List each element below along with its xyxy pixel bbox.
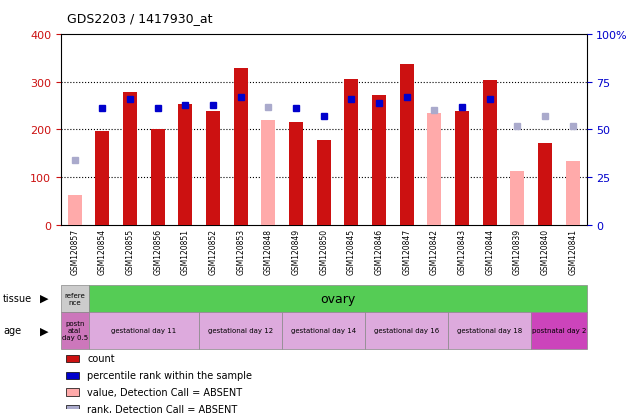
Bar <box>96 131 110 225</box>
Text: rank, Detection Call = ABSENT: rank, Detection Call = ABSENT <box>87 404 237 413</box>
Bar <box>372 95 386 225</box>
Text: postn
atal
day 0.5: postn atal day 0.5 <box>62 320 88 340</box>
Bar <box>566 162 579 225</box>
Bar <box>61 312 88 349</box>
Text: GSM120846: GSM120846 <box>374 228 383 274</box>
Text: ovary: ovary <box>320 292 355 305</box>
Bar <box>66 405 79 413</box>
Bar <box>455 112 469 225</box>
Bar <box>206 112 220 225</box>
Bar <box>344 80 358 225</box>
Text: GSM120852: GSM120852 <box>208 228 217 274</box>
Bar <box>483 81 497 225</box>
Bar <box>68 195 81 225</box>
Text: GSM120855: GSM120855 <box>126 228 135 274</box>
Bar <box>262 121 275 225</box>
Text: refere
nce: refere nce <box>64 292 85 305</box>
Text: GSM120848: GSM120848 <box>264 228 273 274</box>
Text: gestational day 18: gestational day 18 <box>457 328 522 333</box>
Bar <box>428 114 441 225</box>
Bar <box>282 312 365 349</box>
Text: GSM120843: GSM120843 <box>458 228 467 274</box>
Bar <box>66 372 79 379</box>
Bar <box>448 312 531 349</box>
Text: GSM120853: GSM120853 <box>237 228 246 274</box>
Bar <box>123 93 137 225</box>
Text: GSM120844: GSM120844 <box>485 228 494 274</box>
Text: GSM120842: GSM120842 <box>430 228 439 274</box>
Bar <box>400 64 413 225</box>
Text: ▶: ▶ <box>40 325 49 335</box>
Text: gestational day 11: gestational day 11 <box>112 328 176 333</box>
Bar <box>531 312 587 349</box>
Text: GSM120857: GSM120857 <box>71 228 79 274</box>
Bar <box>88 312 199 349</box>
Text: GSM120845: GSM120845 <box>347 228 356 274</box>
Bar <box>178 105 192 225</box>
Text: GSM120840: GSM120840 <box>540 228 549 274</box>
Text: GSM120849: GSM120849 <box>292 228 301 274</box>
Text: tissue: tissue <box>3 293 32 304</box>
Bar <box>317 140 331 225</box>
Bar <box>234 68 247 225</box>
Bar <box>66 355 79 362</box>
Text: GSM120854: GSM120854 <box>98 228 107 274</box>
Bar <box>199 312 282 349</box>
Text: ▶: ▶ <box>40 293 49 304</box>
Bar <box>66 389 79 396</box>
Text: gestational day 16: gestational day 16 <box>374 328 439 333</box>
Bar <box>510 171 524 225</box>
Text: percentile rank within the sample: percentile rank within the sample <box>87 370 252 380</box>
Text: GDS2203 / 1417930_at: GDS2203 / 1417930_at <box>67 12 213 25</box>
Text: GSM120856: GSM120856 <box>153 228 162 274</box>
Text: GSM120851: GSM120851 <box>181 228 190 274</box>
Text: postnatal day 2: postnatal day 2 <box>531 328 586 333</box>
Text: gestational day 12: gestational day 12 <box>208 328 273 333</box>
Bar <box>365 312 448 349</box>
Text: GSM120839: GSM120839 <box>513 228 522 274</box>
Bar <box>151 130 165 225</box>
Text: age: age <box>3 325 21 335</box>
Bar <box>289 123 303 225</box>
Bar <box>538 143 552 225</box>
Bar <box>61 285 88 312</box>
Text: count: count <box>87 354 115 363</box>
Text: GSM120847: GSM120847 <box>402 228 411 274</box>
Text: GSM120850: GSM120850 <box>319 228 328 274</box>
Text: GSM120841: GSM120841 <box>568 228 577 274</box>
Text: gestational day 14: gestational day 14 <box>291 328 356 333</box>
Text: value, Detection Call = ABSENT: value, Detection Call = ABSENT <box>87 387 242 397</box>
